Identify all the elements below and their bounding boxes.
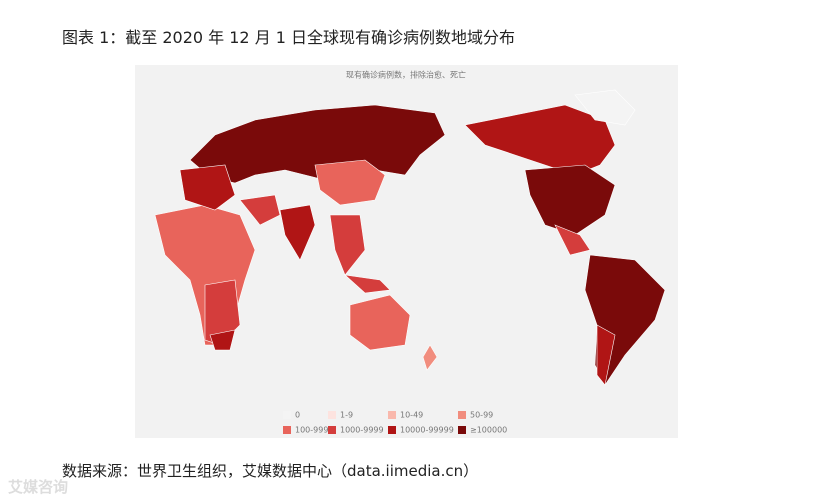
legend-swatch bbox=[283, 426, 291, 434]
title: 图表 1：截至 2020 年 12 月 1 日全球现有确诊病例数地域分布 bbox=[62, 28, 516, 47]
source: 数据来源：世界卫生组织，艾媒数据中心（data.iimedia.cn） bbox=[62, 462, 479, 480]
legend-swatch bbox=[328, 426, 336, 434]
legend-label: 50-99 bbox=[470, 411, 493, 420]
legend-label: 1000-9999 bbox=[340, 426, 384, 435]
legend-swatch bbox=[388, 426, 396, 434]
legend-label: 100-999 bbox=[295, 426, 328, 435]
legend-swatch bbox=[388, 411, 396, 419]
legend-label: 0 bbox=[295, 411, 300, 420]
legend-swatch bbox=[458, 411, 466, 419]
legend-label: 10-49 bbox=[400, 411, 423, 420]
legend-label: 1-9 bbox=[340, 411, 353, 420]
legend-label: ≥100000 bbox=[470, 426, 507, 435]
watermark: 艾媒咨询 bbox=[8, 478, 69, 496]
world-map bbox=[154, 89, 666, 386]
legend-swatch bbox=[283, 411, 291, 419]
map-panel: 现有确诊病例数，排除治愈、死亡 0 1-9 10-49 50-99 100-999 100… bbox=[135, 65, 678, 438]
legend-swatch bbox=[328, 411, 336, 419]
map-subtitle: 现有确诊病例数，排除治愈、死亡 bbox=[346, 70, 466, 80]
legend-swatch bbox=[458, 426, 466, 434]
legend-label: 10000-99999 bbox=[400, 426, 454, 435]
